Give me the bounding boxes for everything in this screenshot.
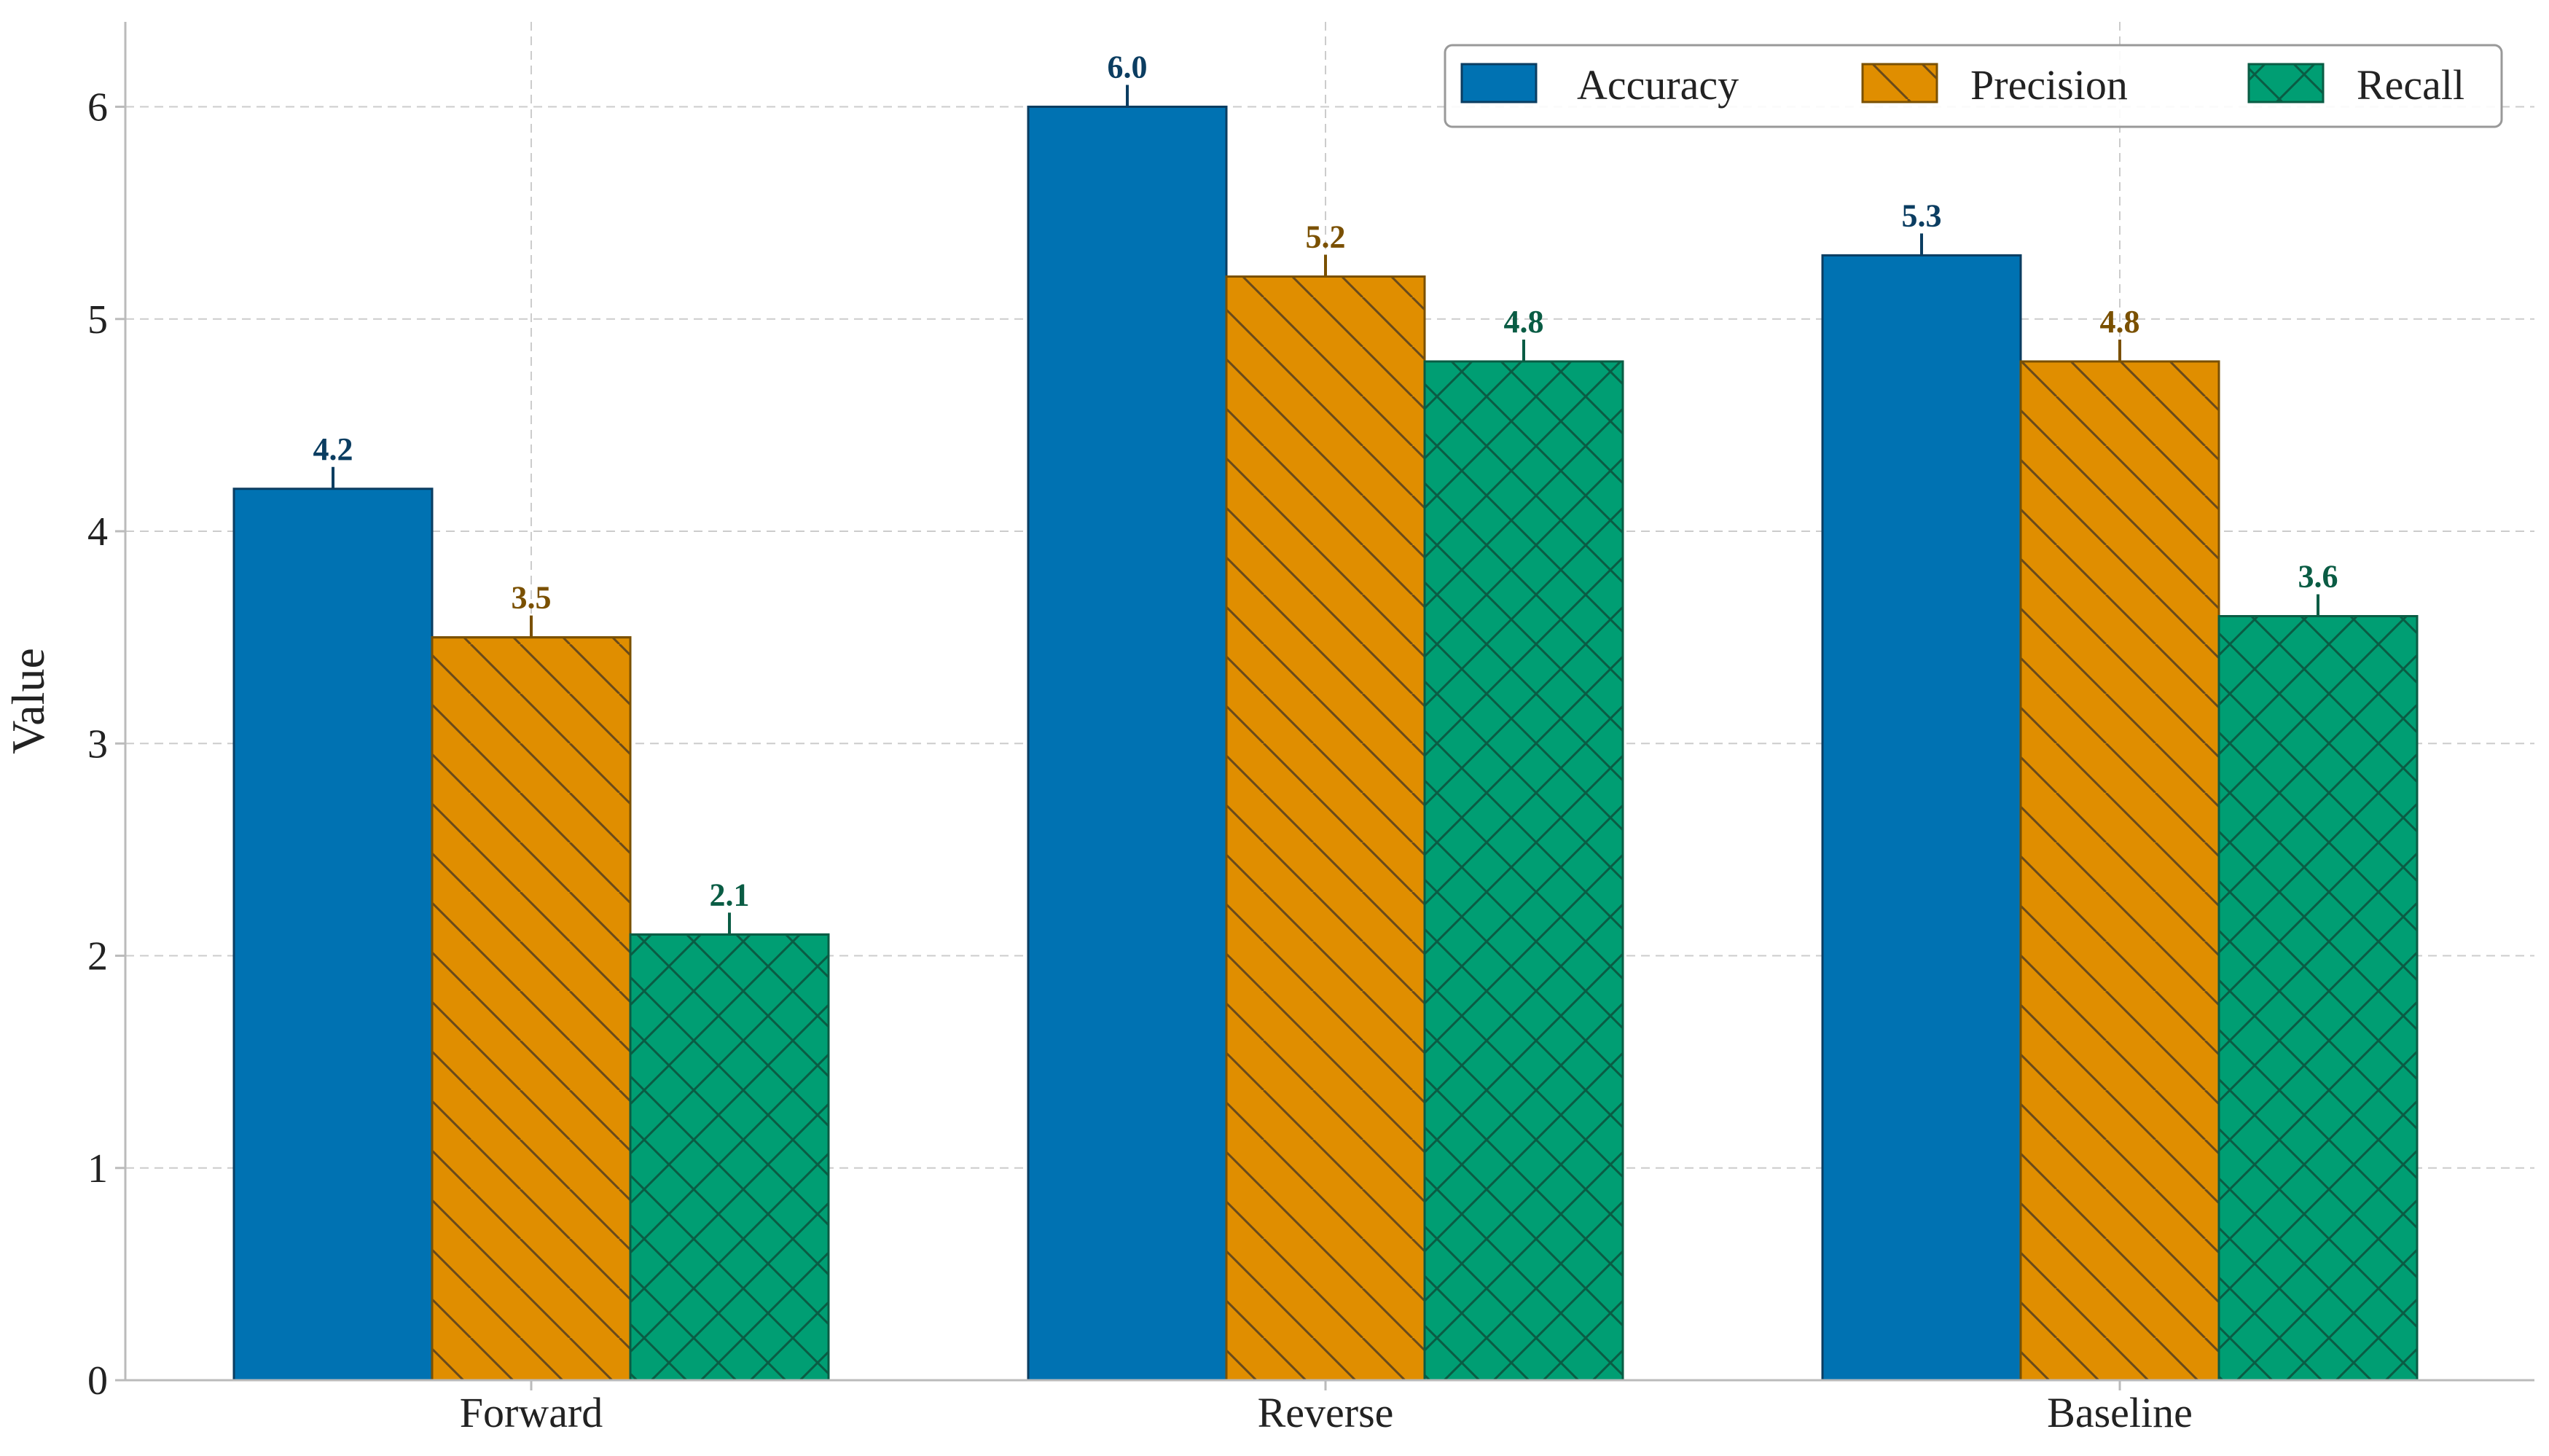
y-tick-label: 1 (87, 1146, 108, 1191)
legend-swatch-accuracy (1460, 63, 1538, 103)
value-label: 6.0 (1108, 50, 1148, 85)
value-label: 5.3 (1902, 197, 1942, 233)
bar-accuracy-reverse (1027, 106, 1228, 1382)
bar-precision-reverse-hatch (1225, 275, 1426, 1382)
bar-recall-reverse-hatch (1423, 360, 1624, 1382)
bars-group (232, 85, 2419, 1382)
legend-swatch-hatch (2247, 63, 2325, 103)
bar-accuracy-forward (232, 488, 434, 1382)
bar-accuracy-baseline (1821, 254, 2022, 1382)
labels-group: 0 1 2 3 4 5 6 Forward Reverse Baseline 4.2 6.0 5.3 3.… (87, 50, 2338, 1437)
y-tick-label: 3 (87, 721, 108, 767)
value-label: 3.6 (2298, 559, 2338, 595)
legend-box (1444, 44, 2503, 128)
legend-swatch-hatch (1861, 63, 1938, 103)
legend: Accuracy Precision Recall (1444, 44, 2503, 128)
y-tick-label: 0 (87, 1358, 108, 1404)
value-label: 4.2 (313, 431, 353, 467)
x-tick-label: Forward (460, 1389, 603, 1436)
bar-precision-baseline-hatch (2019, 360, 2220, 1382)
value-label: 4.8 (2100, 304, 2140, 340)
x-tick-label: Baseline (2047, 1389, 2193, 1436)
value-label: 5.2 (1306, 219, 1346, 255)
legend-label-accuracy: Accuracy (1577, 61, 1739, 109)
value-label: 3.5 (512, 580, 552, 616)
bar-precision-forward-hatch (431, 636, 632, 1382)
value-label: 2.1 (710, 877, 750, 912)
legend-label-precision: Precision (1970, 61, 2128, 109)
y-axis-label: Value (2, 648, 54, 754)
value-label: 4.8 (1504, 304, 1544, 340)
legend-label-recall: Recall (2357, 61, 2464, 109)
axes-group (115, 22, 2534, 1390)
bar-recall-baseline-hatch (2217, 615, 2419, 1382)
y-tick-label: 4 (87, 509, 108, 555)
y-tick-label: 6 (87, 85, 108, 130)
y-tick-label: 2 (87, 934, 108, 979)
bar-recall-forward-hatch (629, 933, 830, 1382)
y-tick-label: 5 (87, 297, 108, 343)
x-tick-label: Reverse (1258, 1389, 1394, 1436)
